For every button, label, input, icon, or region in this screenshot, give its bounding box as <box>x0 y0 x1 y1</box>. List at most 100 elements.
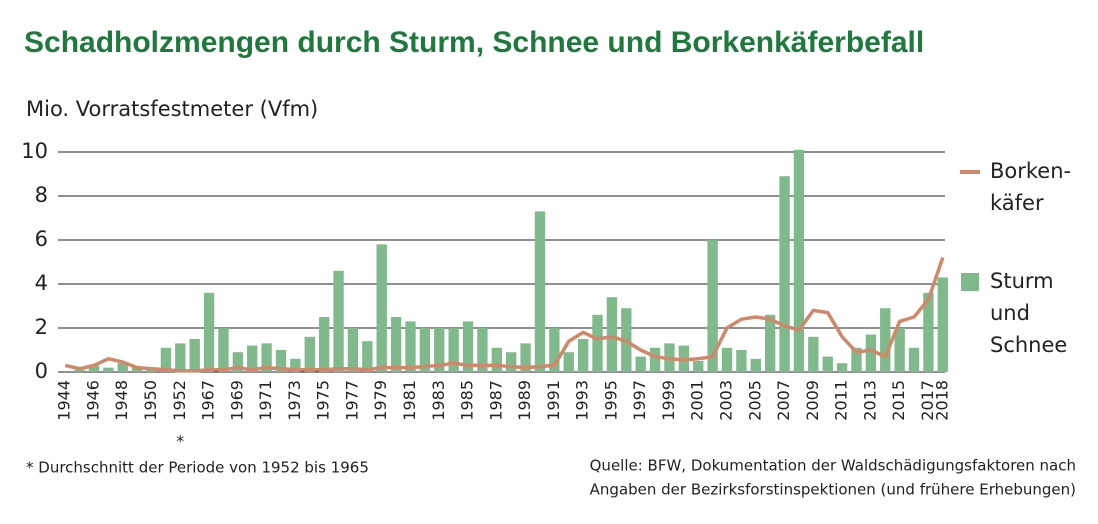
bar <box>74 369 85 372</box>
bar <box>736 350 747 372</box>
bar <box>203 292 215 372</box>
x-tick-label: 1995 <box>601 380 620 421</box>
y-tick-label: 4 <box>35 271 48 295</box>
legend-label: und <box>990 301 1030 325</box>
x-tick-label: 1946 <box>83 380 102 421</box>
bar <box>448 328 459 372</box>
bar <box>693 361 704 372</box>
bar <box>189 339 200 372</box>
x-tick-label: 1967 <box>199 380 218 421</box>
bar <box>434 328 445 372</box>
bar <box>318 317 330 372</box>
bar <box>606 297 618 372</box>
bar <box>419 328 431 372</box>
bar <box>304 336 315 372</box>
bar <box>103 367 114 372</box>
bar <box>362 341 373 372</box>
bar <box>851 347 862 372</box>
x-tick-label: 1973 <box>285 380 304 421</box>
legend-label: käfer <box>990 191 1044 215</box>
bar <box>232 352 244 372</box>
source: Quelle: BFW, Dokumentation der Waldschäd… <box>590 457 1076 475</box>
bar <box>836 363 848 372</box>
x-tick-label: 1981 <box>400 380 419 421</box>
y-tick-label: 8 <box>35 183 48 207</box>
bar <box>908 347 920 372</box>
bar <box>506 352 517 372</box>
x-tick-label: 2003 <box>717 380 736 421</box>
x-tick-label: 1979 <box>371 380 390 421</box>
y-tick-label: 0 <box>35 359 48 383</box>
bar <box>563 352 574 372</box>
bar <box>160 347 172 372</box>
x-tick-label: 1997 <box>630 380 649 421</box>
x-tick-label: 2017 <box>918 380 937 421</box>
y-tick-label: 2 <box>35 315 48 339</box>
x-tick-label: 1983 <box>429 380 448 421</box>
x-tick-label: 1948 <box>112 380 131 421</box>
bar <box>275 350 287 372</box>
bar <box>592 314 603 372</box>
bar <box>117 363 128 372</box>
chart-title: Schadholzmengen durch Sturm, Schnee und … <box>24 26 924 59</box>
y-tick-label: 6 <box>35 227 48 251</box>
bar <box>405 321 416 372</box>
x-tick-label: 2018 <box>932 380 951 421</box>
bar <box>175 343 186 372</box>
x-tick-label: 1975 <box>314 380 333 421</box>
legend-label: Sturm <box>990 269 1054 293</box>
x-tick-label: 2015 <box>889 380 908 421</box>
x-tick-label: 1971 <box>256 380 275 421</box>
x-tick-label: 1989 <box>515 380 534 421</box>
x-tick-label: 2013 <box>860 380 879 421</box>
bar <box>822 356 833 372</box>
bar <box>520 343 531 372</box>
bar <box>880 308 891 372</box>
bar <box>462 321 474 372</box>
bar <box>923 292 934 372</box>
x-tick-label: 2009 <box>803 380 822 421</box>
x-tick-label: 1993 <box>573 380 592 421</box>
bar <box>635 356 646 372</box>
x-tick-label: 1985 <box>458 380 477 421</box>
y-axis-label: Mio. Vorratsfestmeter (Vfm) <box>26 97 318 121</box>
legend-label: Borken- <box>990 159 1071 183</box>
x-tick-label: 2011 <box>832 380 851 421</box>
bar <box>764 314 776 372</box>
bar <box>247 345 258 372</box>
bar <box>261 343 272 372</box>
x-tick-label: 1950 <box>141 380 160 421</box>
bar <box>750 358 761 372</box>
x-tick-label: 2001 <box>688 380 707 421</box>
category-marker: * <box>176 432 184 451</box>
bar <box>491 347 502 372</box>
x-tick-label: 1977 <box>342 380 361 421</box>
x-tick-label: 2007 <box>774 380 793 421</box>
x-tick-label: 1991 <box>544 380 563 421</box>
bar <box>347 328 359 372</box>
source: Angaben der Bezirksforstinspektionen (un… <box>590 481 1076 499</box>
bar <box>218 328 229 372</box>
x-tick-label: 1987 <box>486 380 505 421</box>
bar <box>721 347 733 372</box>
bar <box>376 244 387 372</box>
line-series <box>64 257 945 373</box>
bar <box>808 336 819 372</box>
bar <box>707 240 718 372</box>
x-tick-label: 1969 <box>227 380 246 421</box>
bar <box>865 334 877 372</box>
bar <box>131 367 143 372</box>
x-tick-label: 1999 <box>659 380 678 421</box>
bar <box>577 339 589 372</box>
bar <box>290 358 301 372</box>
legend-label: Schnee <box>990 333 1067 357</box>
bar <box>390 317 402 372</box>
x-tick-label: 1944 <box>55 380 74 421</box>
legend-swatch <box>961 273 979 291</box>
bar <box>88 365 100 372</box>
footnote: * Durchschnitt der Periode von 1952 bis … <box>26 459 369 477</box>
bar <box>937 277 948 372</box>
x-tick-label: 2005 <box>745 380 764 421</box>
bar <box>894 328 905 372</box>
